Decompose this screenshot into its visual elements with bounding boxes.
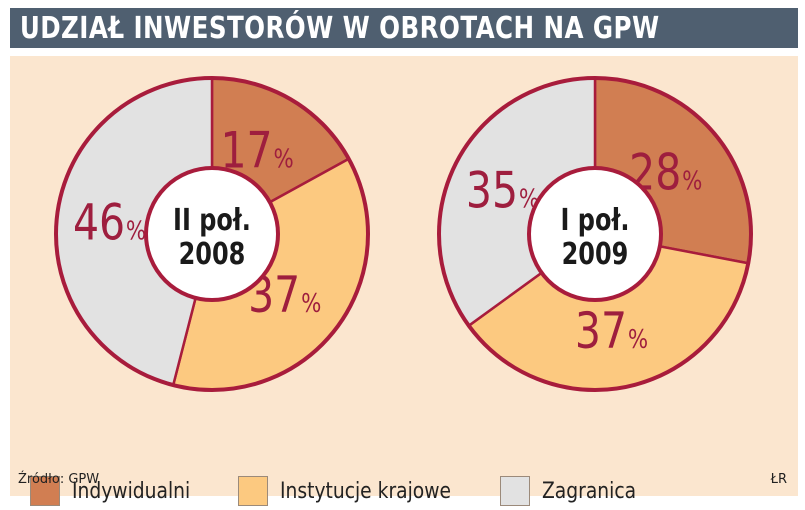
slice-label-institutional: 37%	[248, 266, 321, 324]
chart-panel: 17% 37% 46% II poł. 2008 28% 37% 35% I poł. 2009 …	[10, 56, 798, 506]
pie-chart-2: 28%37%35%I poł.2009	[437, 76, 753, 392]
pie-center-label-line-2: 2009	[562, 237, 629, 271]
legend-swatch-foreign	[500, 476, 530, 506]
pie-outer-ring	[437, 76, 753, 392]
legend-item-indywidualni: Indywidualni	[30, 476, 211, 506]
slice-label-institutional: 37%	[575, 302, 648, 360]
slice-label-foreign: 46%	[73, 194, 146, 252]
legend-label-indywidualni: Indywidualni	[72, 478, 191, 504]
chart-title: UDZIAŁ INWESTORÓW W OBROTACH NA GPW	[19, 10, 660, 46]
pie-center-label-line-2: 2008	[179, 237, 246, 271]
slice-label-foreign: 35%	[466, 161, 539, 219]
pie-center-circle	[144, 166, 280, 302]
legend: Indywidualni Instytucje krajowe Zagranic…	[30, 476, 770, 510]
legend-swatch-institutional	[238, 476, 268, 506]
pie-center-label-line-1: I poł.	[561, 203, 630, 237]
legend-swatch-individual	[30, 476, 60, 506]
pie-outer-ring	[54, 76, 370, 392]
author-credit: ŁR	[770, 472, 787, 487]
legend-item-zagranica: Zagranica	[500, 476, 653, 506]
pie-center-circle	[527, 166, 663, 302]
legend-label-zagranica: Zagranica	[542, 478, 637, 504]
pie-chart-1: 17%37%46% II poł.2008	[54, 76, 370, 392]
source-note: Źródło: GPW	[18, 472, 100, 487]
legend-label-instytucje: Instytucje krajowe	[280, 478, 452, 504]
title-bar: UDZIAŁ INWESTORÓW W OBROTACH NA GPW	[10, 8, 798, 48]
legend-item-instytucje: Instytucje krajowe	[238, 476, 481, 506]
pie-center-label-line-1: II poł.	[173, 203, 251, 237]
